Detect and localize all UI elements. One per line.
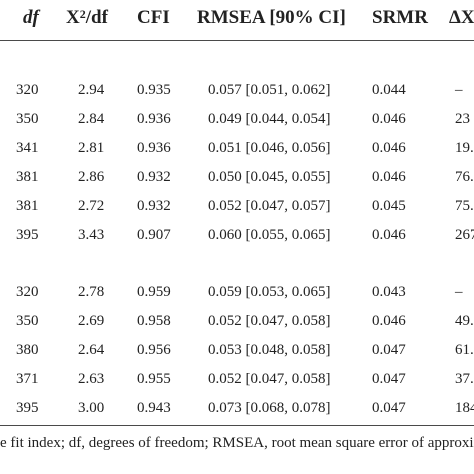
cell-cfi: 0.932 [137,198,171,214]
table-row: 395 3.00 0.943 0.073 [0.068, 0.078] 0.04… [0,396,474,420]
cell-rmsea: 0.060 [0.055, 0.065] [208,227,331,243]
cell-chi-square-df: 2.69 [78,313,105,329]
cell-delta-chi-square: 267 [455,227,474,243]
table-row: 395 3.43 0.907 0.060 [0.055, 0.065] 0.04… [0,223,474,247]
table-row: 380 2.64 0.956 0.053 [0.048, 0.058] 0.04… [0,338,474,362]
cell-df: 395 [16,400,39,416]
table-footnote: e fit index; df, degrees of freedom; RMS… [0,435,474,451]
cell-srmr: 0.045 [372,198,406,214]
cell-rmsea: 0.059 [0.053, 0.065] [208,284,331,300]
cell-delta-chi-square: 49. [455,313,474,329]
cell-rmsea: 0.052 [0.047, 0.057] [208,198,331,214]
cell-cfi: 0.943 [137,400,171,416]
table-top-rule [0,40,474,41]
cell-srmr: 0.043 [372,284,406,300]
table-row: 320 2.78 0.959 0.059 [0.053, 0.065] 0.04… [0,280,474,304]
cell-delta-chi-square: 76. [455,169,474,185]
cell-chi-square-df: 2.64 [78,342,105,358]
cell-chi-square-df: 2.86 [78,169,105,185]
header-chi-square-superscript: 2 [79,7,86,21]
cell-srmr: 0.046 [372,313,406,329]
table-row: 320 2.94 0.935 0.057 [0.051, 0.062] 0.04… [0,78,474,102]
cell-df: 341 [16,140,39,156]
cell-df: 381 [16,169,39,185]
cell-srmr: 0.046 [372,140,406,156]
cell-df: 350 [16,313,39,329]
cell-rmsea: 0.051 [0.046, 0.056] [208,140,331,156]
cell-delta-chi-square: – [455,284,463,300]
cell-srmr: 0.047 [372,400,406,416]
cell-srmr: 0.047 [372,342,406,358]
cell-df: 350 [16,111,39,127]
table-row: 350 2.84 0.936 0.049 [0.044, 0.054] 0.04… [0,107,474,131]
cell-rmsea: 0.052 [0.047, 0.058] [208,371,331,387]
cell-cfi: 0.958 [137,313,171,329]
table-bottom-rule [0,425,474,426]
cell-cfi: 0.936 [137,111,171,127]
cell-rmsea: 0.053 [0.048, 0.058] [208,342,331,358]
cell-chi-square-df: 2.63 [78,371,105,387]
header-rmsea: RMSEA [90% CI] [197,7,346,28]
table-row: 381 2.72 0.932 0.052 [0.047, 0.057] 0.04… [0,194,474,218]
cell-cfi: 0.959 [137,284,171,300]
header-chi-square-base: X [66,7,80,28]
cell-rmsea: 0.050 [0.045, 0.055] [208,169,331,185]
cell-delta-chi-square: 61. [455,342,474,358]
cell-cfi: 0.932 [137,169,171,185]
table-header-row: df X2/df CFI RMSEA [90% CI] SRMR ΔX [0,0,474,40]
cell-df: 320 [16,82,39,98]
cell-cfi: 0.956 [137,342,171,358]
cell-srmr: 0.046 [372,169,406,185]
cell-cfi: 0.935 [137,82,171,98]
header-df: df [23,7,39,28]
cell-chi-square-df: 2.84 [78,111,105,127]
table-row: 371 2.63 0.955 0.052 [0.047, 0.058] 0.04… [0,367,474,391]
cell-chi-square-df: 2.81 [78,140,105,156]
cell-df: 380 [16,342,39,358]
cell-delta-chi-square: 19. [455,140,474,156]
cell-df: 320 [16,284,39,300]
cell-chi-square-df: 3.00 [78,400,105,416]
header-chi-square-df: X2/df [66,6,108,30]
cell-delta-chi-square: – [455,82,463,98]
table-row: 350 2.69 0.958 0.052 [0.047, 0.058] 0.04… [0,309,474,333]
cell-srmr: 0.046 [372,111,406,127]
cell-srmr: 0.047 [372,371,406,387]
table-row: 341 2.81 0.936 0.051 [0.046, 0.056] 0.04… [0,136,474,160]
header-delta-chi-square: ΔX [449,7,474,28]
header-chi-square-tail: /df [85,7,108,28]
cell-cfi: 0.955 [137,371,171,387]
cell-rmsea: 0.057 [0.051, 0.062] [208,82,331,98]
cell-chi-square-df: 3.43 [78,227,105,243]
header-srmr: SRMR [372,7,428,28]
cell-rmsea: 0.052 [0.047, 0.058] [208,313,331,329]
cell-df: 371 [16,371,39,387]
cell-chi-square-df: 2.72 [78,198,105,214]
cell-df: 381 [16,198,39,214]
cell-delta-chi-square: 23 [455,111,470,127]
cell-rmsea: 0.073 [0.068, 0.078] [208,400,331,416]
header-cfi: CFI [137,7,170,28]
cell-delta-chi-square: 75. [455,198,474,214]
cell-srmr: 0.044 [372,82,406,98]
cell-chi-square-df: 2.94 [78,82,105,98]
cell-delta-chi-square: 184 [455,400,474,416]
cell-df: 395 [16,227,39,243]
cell-srmr: 0.046 [372,227,406,243]
table-row: 381 2.86 0.932 0.050 [0.045, 0.055] 0.04… [0,165,474,189]
cell-chi-square-df: 2.78 [78,284,105,300]
cell-cfi: 0.936 [137,140,171,156]
cell-cfi: 0.907 [137,227,171,243]
cell-delta-chi-square: 37. [455,371,474,387]
cell-rmsea: 0.049 [0.044, 0.054] [208,111,331,127]
